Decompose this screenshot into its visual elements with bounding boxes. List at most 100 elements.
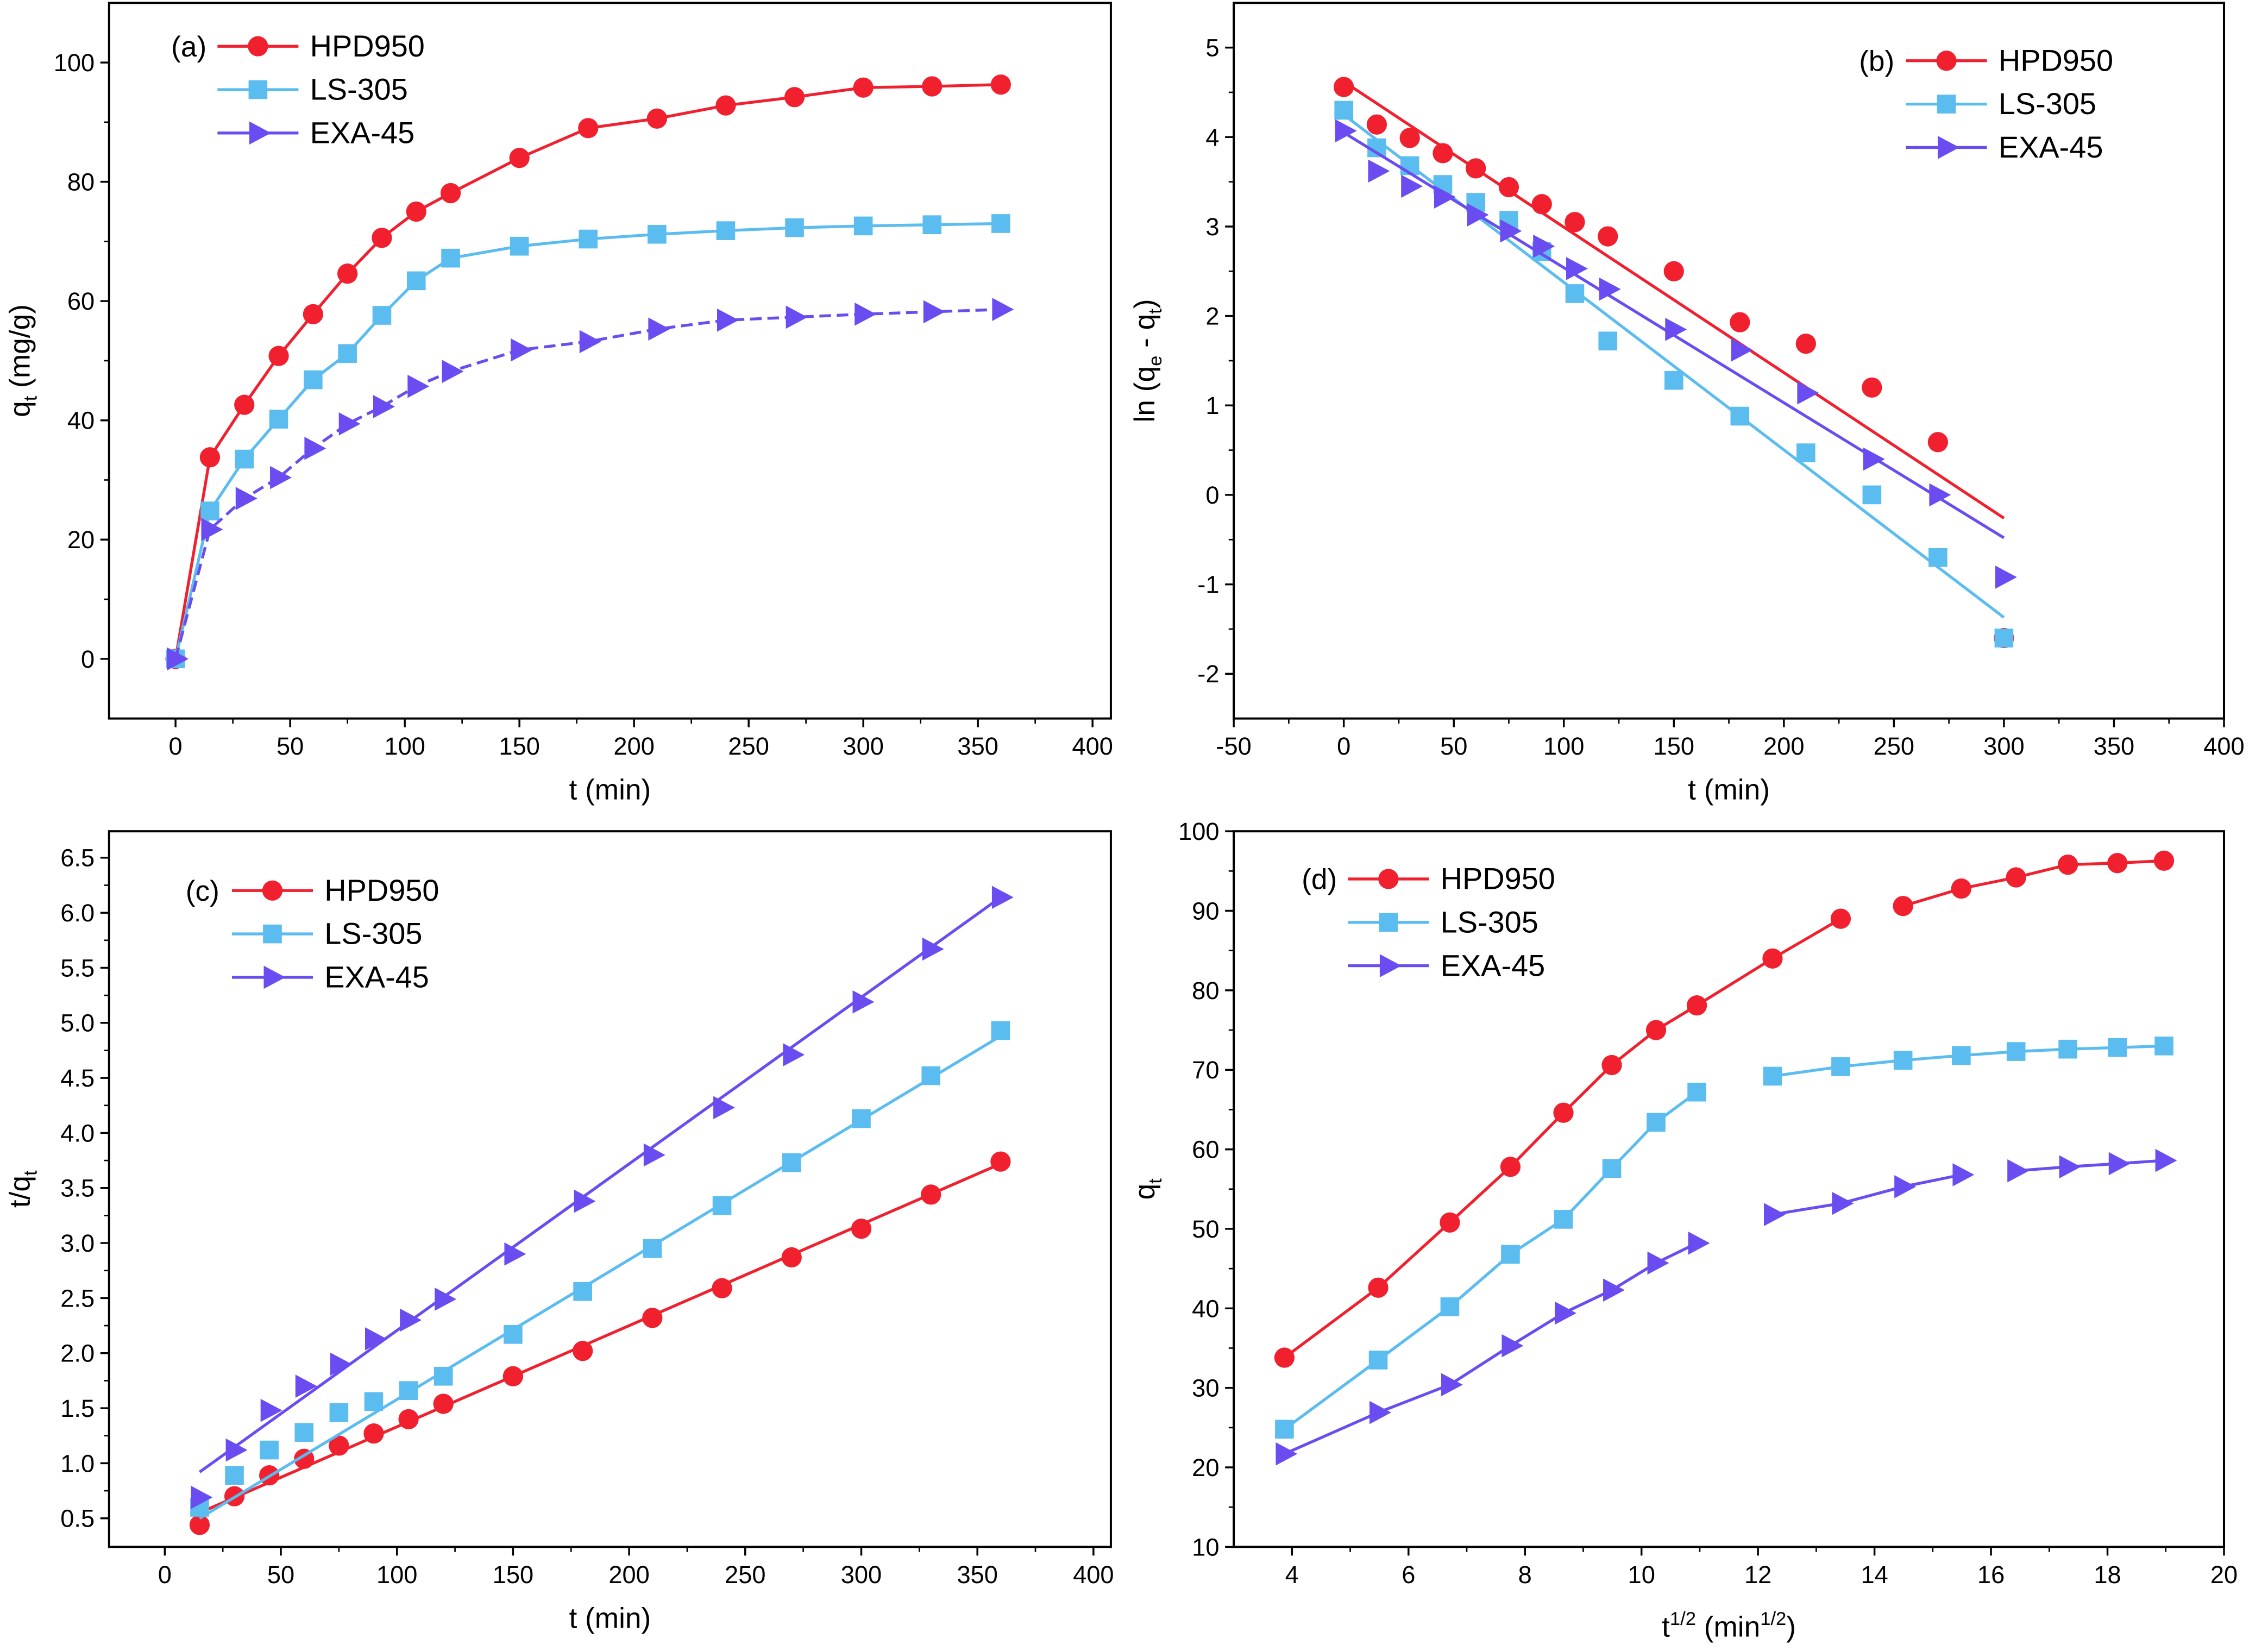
x-tick-label: 150 [1654,732,1694,760]
data-point [1647,1113,1666,1132]
legend-label: EXA-45 [324,960,429,994]
legend-marker [1938,136,1959,159]
y-tick-label: 5.0 [60,1009,95,1037]
data-point [442,360,464,383]
y-tick-label: 1.5 [60,1395,95,1422]
data-point [1440,1212,1460,1233]
data-point [1664,371,1683,390]
data-point [1434,185,1456,209]
data-point [510,236,529,256]
series-line [1283,917,1842,1359]
data-point [784,87,805,108]
x-tick-label: 400 [2203,732,2244,760]
y-tick-label: 100 [54,49,95,77]
text-part: - q [1129,314,1161,356]
data-point [572,1341,593,1361]
data-point [853,77,874,98]
data-point [642,1308,663,1328]
x-tick-label: 100 [384,732,425,760]
data-point [1501,1334,1524,1358]
data-point [1554,1210,1573,1229]
legend-label: LS-305 [310,72,408,106]
panel-label: (b) [1859,45,1894,77]
x-tick-label: 6 [1402,1561,1415,1589]
data-point [294,1423,314,1442]
data-point [855,303,877,326]
data-point [260,1398,282,1422]
y-tick-label: 5.5 [60,954,95,982]
data-point [1832,1191,1854,1215]
data-point [2006,867,2026,888]
data-point [1566,257,1588,280]
y-axis-title: t/qt [4,1170,41,1208]
data-point [1731,338,1753,362]
y-tick-label: 70 [1192,1056,1219,1084]
data-point [648,224,667,244]
data-point [2057,854,2078,875]
data-point [399,1381,418,1400]
data-point [434,1366,453,1386]
y-tick-label: 3 [1205,213,1219,241]
data-point [504,1242,526,1266]
x-tick-label: 250 [1874,732,1914,760]
data-point [1602,1159,1622,1178]
data-point [783,1043,805,1066]
data-point [922,215,942,234]
legend-label: EXA-45 [1441,948,1545,982]
plot-frame [108,2,1112,720]
data-point [922,76,943,97]
data-point [1274,1347,1295,1368]
y-tick-label: 4 [1205,123,1219,151]
data-point [1433,143,1453,164]
panel-label: (c) [186,875,219,907]
data-point [338,412,361,436]
data-point [1995,566,2017,589]
data-point [406,271,426,291]
data-point [189,1515,210,1535]
legend: (a) HPD950 LS-305 EXA-45 [171,29,425,150]
legend: (c) HPD950 LS-305 EXA-45 [186,873,439,994]
data-point [295,1374,317,1398]
data-point [1730,406,1750,426]
legend-label: HPD950 [1441,862,1555,896]
data-point [643,1143,665,1167]
data-point [786,305,808,329]
y-tick-label: 2 [1205,303,1219,330]
series-exa-45 [191,886,1014,1509]
data-point [1368,159,1390,183]
data-point [643,1239,662,1258]
y-tick-label: 4.5 [60,1064,95,1092]
data-point [1335,119,1357,143]
data-point [440,183,461,204]
superscript: 1/2 [1760,1609,1786,1629]
subscript: t [1145,309,1166,314]
data-point [785,218,804,237]
data-point [1831,1057,1850,1076]
data-point [781,1247,802,1268]
series-ls-305 [1275,1037,2173,1439]
text-part: (mg/g) [4,304,36,396]
data-point [1951,878,1972,899]
data-point [1598,226,1618,247]
data-point [1647,1251,1669,1275]
data-point [1334,77,1354,97]
data-point [1467,203,1489,227]
x-axis-title: t (min) [1688,774,1770,806]
subscript: t [21,396,41,401]
data-point [1368,1277,1389,1298]
data-point [921,1184,941,1205]
data-point [716,221,736,240]
data-point [225,1438,248,1462]
x-tick-label: 250 [728,732,769,760]
data-point [1401,174,1423,198]
series-hpd950 [165,74,1011,669]
data-point [1893,1051,1913,1070]
series-exa-45 [1335,119,2017,589]
data-point [1553,1102,1574,1123]
data-point [1366,114,1387,135]
text-part: ) [1786,1611,1796,1643]
y-axis-title: ln (qe - qt) [1129,299,1166,422]
series-line [2015,1159,2164,1172]
data-point [338,344,357,363]
y-tick-label: 40 [67,407,95,435]
